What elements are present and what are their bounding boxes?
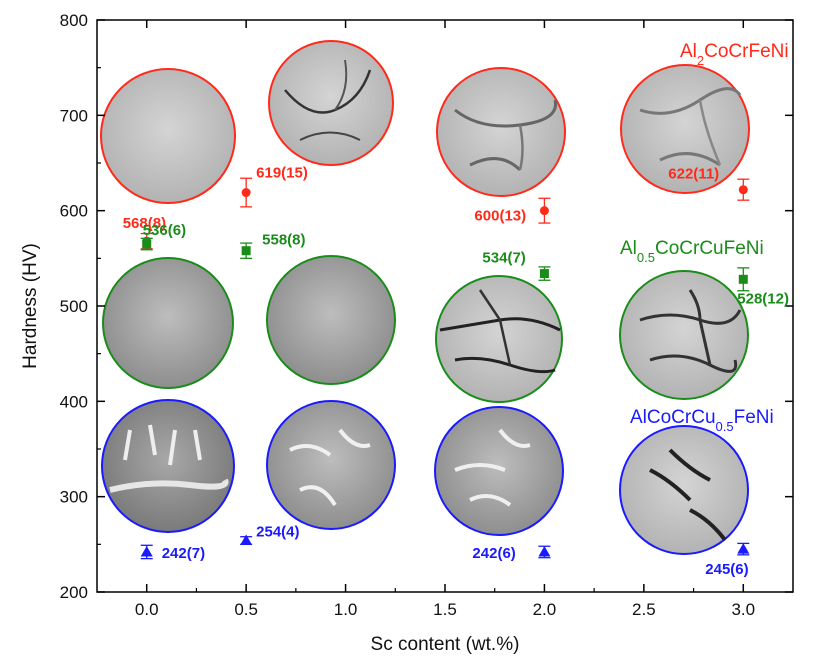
x-tick-label-2: 1.0 [334,600,358,619]
y-tick-label-3: 500 [60,297,88,316]
micrograph-blue-3 [434,406,564,536]
y-tick-label-6: 800 [60,11,88,30]
data-label-2-1: 254(4) [256,524,299,541]
point-triangle-2-0 [140,545,153,557]
y-tick-label-5: 700 [60,106,88,125]
data-labels: 568(8) 619(15) 600(13) 622(11) 536(6) 558(8) 5… [123,165,789,579]
y-tick-label-4: 600 [60,202,88,221]
point-square-1-2 [539,269,549,279]
legend-alcocrcu05feni: AlCoCrCu0.5FeNi [630,407,774,434]
legend-al05-rest: CoCrCuFeNi [655,238,764,259]
point-square-1-0 [142,239,152,249]
y-axis-title: Hardness (HV) [20,243,41,369]
legend-cu05-main: AlCoCrCu [630,407,716,428]
data-label-0-1: 619(15) [256,165,308,182]
data-label-1-0: 536(6) [143,222,186,239]
legend-al2-rest: CoCrFeNi [704,41,788,62]
x-axis-title: Sc content (wt.%) [371,634,520,655]
point-circle-0-1 [241,188,251,198]
legend-cu05-rest: FeNi [734,407,774,428]
axes-ticks [97,19,793,593]
tick-labels: 0.0 0.5 1.0 1.5 2.0 2.5 3.0 200 300 400 500 600 700 8… [60,11,755,619]
point-triangle-2-3 [737,543,750,554]
point-square-1-1 [241,246,251,256]
x-tick-label-6: 3.0 [731,600,755,619]
micrograph-green-3 [435,275,563,403]
legend-al2-sub: 2 [697,53,704,68]
micrograph-green-2 [266,255,396,385]
data-label-2-3: 245(6) [705,561,748,578]
data-label-1-1: 558(8) [262,232,305,249]
micrograph-red-1 [100,68,236,204]
micrograph-blue-4 [619,425,749,555]
data-label-0-3: 622(11) [668,166,719,183]
micrograph-blue-2 [266,400,396,530]
data-label-1-2: 534(7) [482,250,525,267]
micrograph-green-1 [102,257,234,389]
point-triangle-2-1 [240,534,253,546]
point-triangle-2-2 [538,545,551,557]
y-tick-label-0: 200 [60,583,88,602]
micrograph-red-4 [620,64,750,194]
micrograph-insets [100,40,750,555]
point-circle-0-2 [539,206,549,216]
micrograph-red-3 [436,67,566,197]
x-tick-label-4: 2.0 [533,600,557,619]
y-tick-label-2: 400 [60,392,88,411]
micrograph-red-2 [268,40,394,166]
y-tick-label-1: 300 [60,488,88,507]
legend-al2-main: Al [680,41,697,62]
data-label-0-0: 568(8) [123,215,166,232]
legend-al05-main: Al [620,238,637,259]
legend-al2cocrfeni: Al2CoCrFeNi [680,41,789,68]
data-label-2-2: 242(6) [472,545,515,562]
micrograph-green-4 [619,270,749,400]
point-square-1-3 [738,274,748,284]
data-label-0-2: 600(13) [474,208,526,225]
legend-cu05-sub: 0.5 [716,419,734,434]
legend-al05cocrcufeni: Al0.5CoCrCuFeNi [620,238,764,265]
micrograph-blue-1 [101,399,235,533]
x-tick-label-0: 0.0 [135,600,159,619]
x-tick-label-3: 1.5 [433,600,457,619]
x-tick-label-1: 0.5 [234,600,258,619]
data-marks [140,177,750,560]
legend-al05-sub: 0.5 [637,250,655,265]
data-label-2-0: 242(7) [162,545,205,562]
x-tick-label-5: 2.5 [632,600,656,619]
data-label-1-3: 528(12) [737,290,789,307]
point-circle-0-3 [738,185,748,195]
